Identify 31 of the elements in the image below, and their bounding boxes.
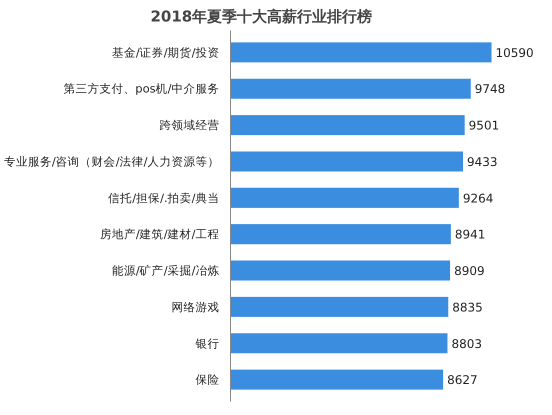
y-tick-label: 能源/矿产/采掘/冶炼 [112,264,220,278]
bar [230,42,492,62]
bar [230,370,444,390]
data-label: 8803 [451,336,482,351]
y-tick-label: 跨领域经营 [160,118,220,132]
bar [230,296,448,317]
bar [230,188,459,208]
data-label: 9748 [474,82,506,96]
y-tick-label: 保险 [196,372,220,387]
y-tick-label: 房地产/建筑/建材/工程 [100,227,220,242]
bar [230,224,451,244]
data-label: 9433 [467,154,498,169]
y-tick-label: 银行 [194,336,220,350]
chart-title: 2018年夏季十大高薪行业排行榜 [150,8,372,26]
bar [230,333,448,354]
data-label: 8835 [452,300,483,314]
data-label: 10590 [496,46,534,60]
y-tick-label: 信托/担保/.拍卖/典当 [108,190,220,205]
data-label: 8941 [454,228,486,242]
y-tick-label: 第三方支付、pos机/中介服务 [63,82,220,96]
data-label: 8627 [447,373,478,388]
y-tick-label: 网络游戏 [172,300,220,314]
y-tick-label: 基金/证券/期货/投资 [112,45,220,60]
bar [230,260,450,281]
y-tick-label: 专业服务/咨询（财会/法律/人力资源等） [4,154,220,168]
bar [230,115,465,136]
data-label: 9501 [468,118,500,133]
data-label: 9264 [462,191,494,206]
bar [230,78,471,99]
bar [230,151,463,172]
data-label: 8909 [454,264,485,278]
